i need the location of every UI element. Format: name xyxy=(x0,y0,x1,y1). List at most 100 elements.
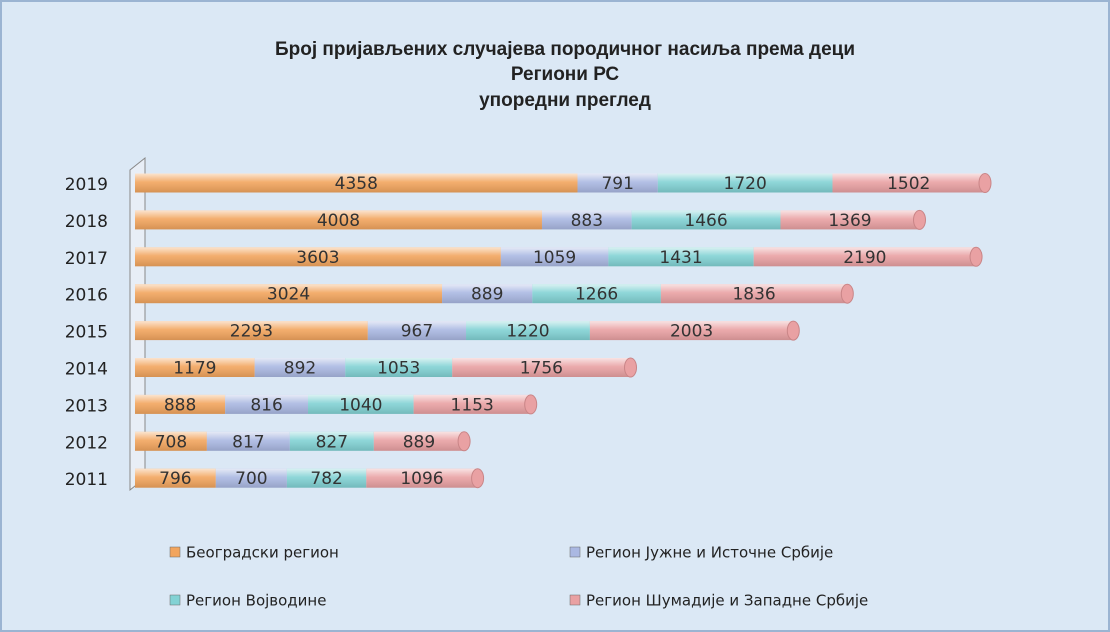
bar-cap xyxy=(913,209,927,230)
legend-label: Регион Шумадије и Западне Србије xyxy=(586,592,868,610)
value-label: 1040 xyxy=(339,395,382,415)
bar-gloss xyxy=(452,358,631,377)
value-label: 796 xyxy=(159,469,191,489)
value-label: 889 xyxy=(471,285,503,305)
legend-swatch xyxy=(569,546,581,558)
legend-swatch xyxy=(169,546,181,558)
bar-gloss xyxy=(366,468,478,488)
bar-cap xyxy=(786,320,800,341)
y-tick-label: 2018 xyxy=(65,212,108,232)
bar-gloss xyxy=(442,284,533,304)
bar-gloss xyxy=(225,394,309,414)
y-tick-label: 2013 xyxy=(65,396,108,416)
bar-cap xyxy=(471,468,485,489)
bar-gloss xyxy=(657,173,833,193)
value-label: 883 xyxy=(571,211,603,231)
bar-gloss xyxy=(589,321,794,341)
value-label: 888 xyxy=(164,395,196,415)
bar-gloss xyxy=(135,431,207,451)
value-label: 4358 xyxy=(335,174,378,194)
bar-gloss xyxy=(135,284,443,304)
bar-gloss xyxy=(413,394,531,414)
legend-label: Регион Јужне и Источне Србије xyxy=(586,544,833,562)
bar-gloss xyxy=(577,173,658,193)
y-tick-label: 2017 xyxy=(65,249,108,269)
bar-gloss xyxy=(135,247,501,267)
y-tick-label: 2014 xyxy=(65,360,108,380)
value-label: 1096 xyxy=(400,469,443,489)
bar-gloss xyxy=(135,173,578,193)
bar-gloss xyxy=(289,431,374,451)
bar-gloss xyxy=(753,247,977,267)
value-label: 3024 xyxy=(267,285,310,305)
bar-gloss xyxy=(532,284,661,304)
bar-gloss xyxy=(135,358,255,377)
bar-gloss xyxy=(631,210,781,230)
bar-gloss xyxy=(500,247,609,267)
value-label: 2190 xyxy=(843,248,886,268)
bar-cap xyxy=(978,173,992,193)
bar-cap xyxy=(840,283,854,304)
chart-title: Број пријављених случајева породичног на… xyxy=(275,39,855,60)
bar-gloss xyxy=(466,321,590,341)
legend-swatch xyxy=(169,594,181,606)
value-label: 2003 xyxy=(670,322,713,342)
bar-gloss xyxy=(541,210,632,230)
value-label: 889 xyxy=(403,432,435,452)
bar-cap xyxy=(524,394,538,415)
bar-gloss xyxy=(135,468,216,488)
bar-gloss xyxy=(780,210,920,230)
value-label: 1720 xyxy=(724,174,767,194)
value-label: 967 xyxy=(401,322,433,342)
legend-swatch xyxy=(569,594,581,606)
y-tick-label: 2011 xyxy=(65,470,108,490)
legend-label: Београдски регион xyxy=(186,544,339,562)
bar-cap xyxy=(624,357,638,378)
value-label: 782 xyxy=(310,469,342,489)
value-label: 700 xyxy=(235,469,267,489)
value-label: 817 xyxy=(232,432,264,452)
bar-gloss xyxy=(608,247,754,267)
legend-label: Регион Војводине xyxy=(186,592,326,610)
value-label: 816 xyxy=(250,395,282,415)
y-tick-label: 2015 xyxy=(65,323,108,343)
y-tick-label: 2016 xyxy=(65,286,108,306)
bar-gloss xyxy=(135,210,542,230)
value-label: 1266 xyxy=(575,285,618,305)
bar-gloss xyxy=(373,431,465,451)
bar-gloss xyxy=(660,284,848,304)
value-label: 1053 xyxy=(377,359,420,379)
bar-gloss xyxy=(345,358,453,377)
bar-gloss xyxy=(135,321,368,341)
value-label: 1756 xyxy=(520,359,563,379)
value-label: 1059 xyxy=(533,248,576,268)
y-tick-label: 2012 xyxy=(65,433,108,453)
value-label: 3603 xyxy=(296,248,339,268)
value-label: 4008 xyxy=(317,211,360,231)
value-label: 1369 xyxy=(828,211,871,231)
value-label: 1220 xyxy=(506,322,549,342)
value-label: 827 xyxy=(316,432,348,452)
bar-cap xyxy=(969,246,983,267)
value-label: 1431 xyxy=(659,248,702,268)
bar-gloss xyxy=(308,394,414,414)
bar-gloss xyxy=(215,468,287,488)
bar-gloss xyxy=(832,173,985,193)
bar-cap xyxy=(457,431,471,452)
chart-title: упоредни преглед xyxy=(479,90,651,111)
bar-gloss xyxy=(135,394,226,414)
value-label: 1153 xyxy=(451,395,494,415)
bar-gloss xyxy=(286,468,367,488)
bar-gloss xyxy=(206,431,290,451)
value-label: 892 xyxy=(284,359,316,379)
value-label: 1466 xyxy=(684,211,727,231)
value-label: 708 xyxy=(155,432,187,452)
value-label: 1836 xyxy=(732,285,775,305)
chart-title: Региони РС xyxy=(511,64,620,85)
bar-gloss xyxy=(254,358,346,377)
bar-gloss xyxy=(367,321,467,341)
y-tick-label: 2019 xyxy=(65,175,108,195)
value-label: 1502 xyxy=(887,174,930,194)
